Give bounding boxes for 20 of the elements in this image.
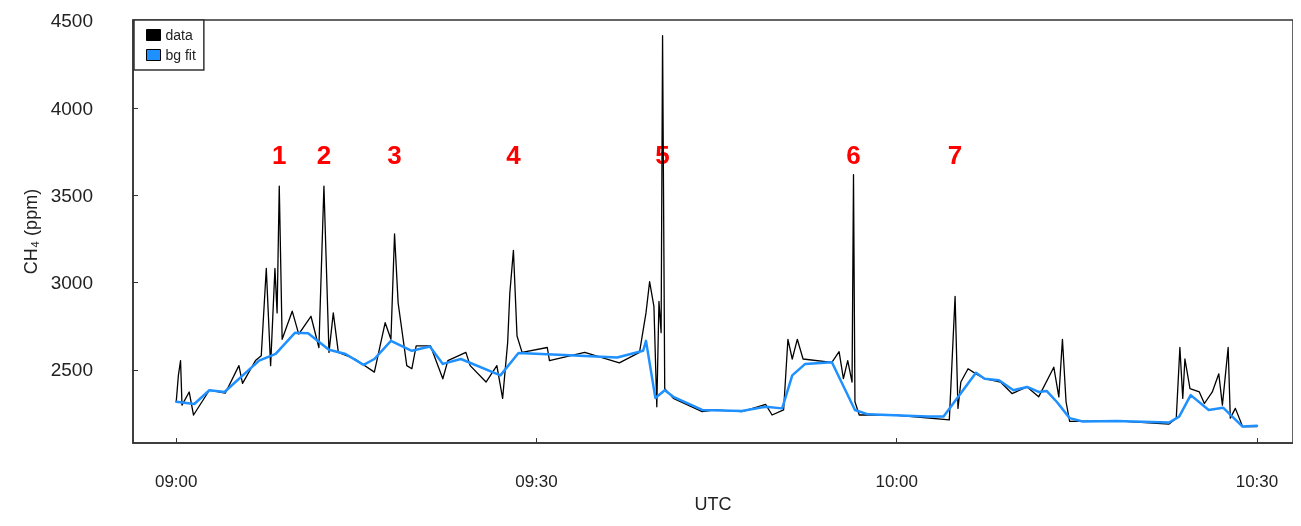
x-axis-title: UTC (694, 494, 732, 514)
y-tick-label: 4500 (50, 10, 93, 32)
y-axis-title: CH₄ (ppm) (20, 188, 41, 275)
y-tick-label: 2500 (50, 359, 93, 381)
y-tick-label: 4000 (50, 97, 93, 119)
annotation: 1 (272, 140, 287, 170)
annotation: 2 (316, 140, 332, 170)
line-series (174, 331, 1259, 428)
y-tick-label: 3000 (50, 272, 93, 294)
x-tick-label: 10:30 (1235, 472, 1279, 492)
x-tick-label: 09:30 (515, 472, 558, 492)
annotation: 6 (846, 140, 861, 170)
y-tick-label: 3500 (50, 184, 93, 206)
annotation: 3 (387, 140, 402, 170)
legend-label: bg fit (165, 47, 196, 63)
x-tick-label: 10:00 (875, 472, 918, 492)
annotation: 7 (947, 140, 963, 170)
x-tick-label: 09:00 (154, 472, 198, 492)
annotation: 4 (506, 140, 522, 170)
legend-label: data (165, 27, 193, 43)
